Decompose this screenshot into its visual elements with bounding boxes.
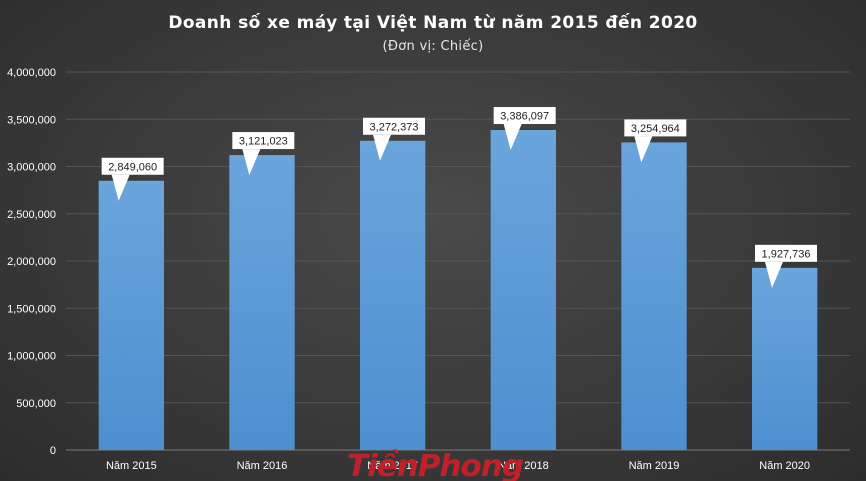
data-label-box xyxy=(755,244,817,262)
y-tick-label: 500,000 xyxy=(16,398,56,410)
data-label: 3,272,373 xyxy=(363,117,425,161)
data-label: 3,121,023 xyxy=(232,132,295,176)
watermark-logo: TiềnPhong xyxy=(347,449,524,481)
bar xyxy=(621,142,687,451)
data-label: 1,927,736 xyxy=(755,244,817,288)
bar xyxy=(360,140,426,451)
data-label-box xyxy=(363,117,425,135)
bar xyxy=(98,180,164,450)
x-tick-label: Năm 2016 xyxy=(237,460,288,472)
x-tick-label: Năm 2017 xyxy=(367,460,418,472)
data-label-box xyxy=(493,107,556,125)
data-label-box xyxy=(232,132,295,150)
data-label-text: 3,254,964 xyxy=(631,123,680,135)
x-tick-label: Năm 2018 xyxy=(498,460,549,472)
x-axis-labels: Năm 2015 Năm 2016 Năm 2017 Năm 2018 Năm 2019… xyxy=(106,460,810,472)
y-tick-label: 2,500,000 xyxy=(7,209,56,221)
bar xyxy=(490,130,556,450)
data-label: 2,849,060 xyxy=(101,157,164,201)
data-label-box xyxy=(101,157,164,175)
y-tick-label: 0 xyxy=(50,445,56,457)
y-tick-label: 3,000,000 xyxy=(7,162,56,174)
y-tick-label: 4,000,000 xyxy=(7,67,56,79)
data-label-text: 3,272,373 xyxy=(370,121,419,133)
x-tick-label: Năm 2015 xyxy=(106,460,157,472)
bar xyxy=(752,267,818,450)
y-tick-label: 1,500,000 xyxy=(7,303,56,315)
y-axis-ticks: 0 500,000 1,000,000 1,500,000 2,000,000 2,500… xyxy=(7,67,56,457)
data-labels: 2,849,060 3,121,023 3,272,373 3,386,097 3,25… xyxy=(101,107,817,288)
data-label: 3,386,097 xyxy=(493,107,556,151)
chart-subtitle: (Đơn vị: Chiếc) xyxy=(383,39,484,54)
data-label-box xyxy=(624,119,687,137)
y-tick-label: 2,000,000 xyxy=(7,256,56,268)
gridlines xyxy=(66,71,850,451)
data-label-pointer xyxy=(111,174,130,201)
data-label-pointer xyxy=(634,136,653,163)
data-label: 3,254,964 xyxy=(624,119,687,163)
data-label-text: 2,849,060 xyxy=(108,161,157,173)
bars xyxy=(98,130,818,451)
bar xyxy=(229,155,295,450)
data-label-pointer xyxy=(503,124,522,151)
data-label-text: 3,386,097 xyxy=(500,111,549,123)
data-label-pointer xyxy=(765,261,783,288)
chart-title: Doanh số xe máy tại Việt Nam từ năm 2015… xyxy=(168,12,697,33)
data-label-pointer xyxy=(373,134,391,161)
y-tick-label: 1,000,000 xyxy=(7,351,56,363)
y-tick-label: 3,500,000 xyxy=(7,114,56,126)
x-tick-label: Năm 2019 xyxy=(629,460,680,472)
data-label-pointer xyxy=(242,149,261,176)
data-label-text: 1,927,736 xyxy=(762,248,811,260)
data-label-text: 3,121,023 xyxy=(239,136,288,148)
x-tick-label: Năm 2020 xyxy=(759,460,810,472)
